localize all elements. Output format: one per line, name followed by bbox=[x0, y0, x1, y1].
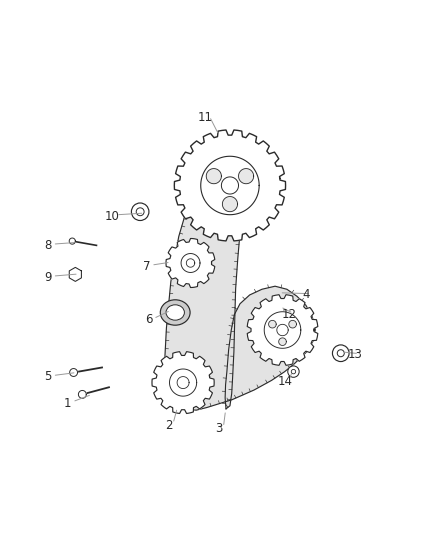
Polygon shape bbox=[69, 238, 75, 244]
Circle shape bbox=[131, 203, 149, 221]
Text: 6: 6 bbox=[145, 313, 153, 326]
Polygon shape bbox=[177, 377, 189, 389]
Polygon shape bbox=[181, 254, 200, 272]
Circle shape bbox=[332, 345, 349, 361]
Polygon shape bbox=[174, 130, 286, 241]
Polygon shape bbox=[152, 352, 214, 414]
Ellipse shape bbox=[160, 300, 190, 325]
Polygon shape bbox=[277, 325, 288, 336]
Text: 14: 14 bbox=[277, 375, 292, 387]
Polygon shape bbox=[279, 338, 286, 345]
Polygon shape bbox=[164, 136, 315, 410]
Polygon shape bbox=[166, 238, 215, 287]
Polygon shape bbox=[170, 369, 197, 396]
Polygon shape bbox=[69, 268, 81, 281]
Ellipse shape bbox=[166, 305, 184, 320]
Circle shape bbox=[288, 366, 299, 377]
Text: 11: 11 bbox=[198, 111, 212, 124]
Polygon shape bbox=[78, 391, 86, 398]
Polygon shape bbox=[221, 177, 239, 194]
Text: 4: 4 bbox=[303, 288, 311, 302]
Text: 7: 7 bbox=[143, 260, 151, 273]
Text: 2: 2 bbox=[165, 418, 173, 432]
Text: 5: 5 bbox=[45, 370, 52, 383]
Text: 1: 1 bbox=[64, 397, 72, 410]
Polygon shape bbox=[289, 320, 297, 328]
Circle shape bbox=[337, 350, 344, 357]
Polygon shape bbox=[186, 259, 195, 267]
Polygon shape bbox=[264, 312, 301, 348]
Text: 13: 13 bbox=[347, 349, 362, 361]
Circle shape bbox=[136, 208, 144, 216]
Polygon shape bbox=[70, 368, 78, 376]
Polygon shape bbox=[201, 156, 259, 215]
Polygon shape bbox=[247, 295, 318, 365]
Polygon shape bbox=[206, 168, 221, 184]
Text: 3: 3 bbox=[215, 422, 223, 435]
Polygon shape bbox=[268, 320, 276, 328]
Text: 9: 9 bbox=[44, 271, 52, 284]
Text: 8: 8 bbox=[45, 239, 52, 252]
Polygon shape bbox=[239, 168, 254, 184]
Polygon shape bbox=[223, 197, 237, 212]
Circle shape bbox=[291, 369, 296, 374]
Text: 10: 10 bbox=[104, 209, 119, 223]
Text: 12: 12 bbox=[282, 308, 297, 321]
